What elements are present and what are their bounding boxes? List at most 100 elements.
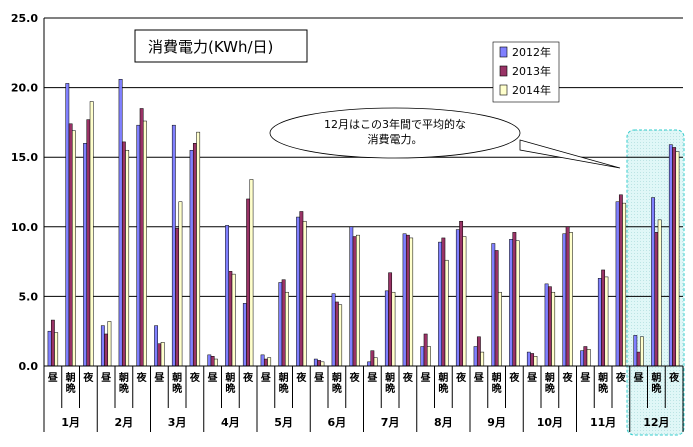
y-tick-label: 25.0 xyxy=(11,12,38,25)
period-label: 晩 xyxy=(225,382,235,395)
bar-2014年-1 xyxy=(72,130,76,367)
bar-2013年-26 xyxy=(512,232,517,367)
bar-2013年-12 xyxy=(263,358,268,367)
bar-2012年-15 xyxy=(313,358,318,367)
bar-2014年-23 xyxy=(462,236,467,367)
bar-2014年-13 xyxy=(285,291,289,367)
bar-2013年-30 xyxy=(583,346,588,367)
period-label: 夜 xyxy=(242,371,254,384)
period-label: 晩 xyxy=(332,382,342,395)
period-label: 昼 xyxy=(474,372,484,384)
bar-2012年-24 xyxy=(473,346,478,367)
bar-2013年-21 xyxy=(423,333,428,367)
month-label: 9月 xyxy=(487,416,506,429)
bar-2014年-3 xyxy=(107,321,112,367)
month-label: 7月 xyxy=(381,416,400,429)
bar-2013年-11 xyxy=(246,198,251,367)
bar-2014年-8 xyxy=(196,131,201,367)
bar-2012年-16 xyxy=(331,293,336,367)
period-label: 夜 xyxy=(189,371,201,384)
period-label: 夜 xyxy=(349,371,361,384)
bar-2012年-11 xyxy=(242,303,247,367)
month-label: 6月 xyxy=(328,416,347,429)
bar-2012年-27 xyxy=(526,351,531,367)
bar-2012年-0 xyxy=(47,330,52,367)
bar-2014年-7 xyxy=(178,201,183,367)
bar-2012年-10 xyxy=(225,225,229,367)
bar-2014年-24 xyxy=(480,351,485,367)
bar-2012年-9 xyxy=(207,354,212,367)
y-tick-label: 20.0 xyxy=(11,82,38,95)
legend-label-2012: 2012年 xyxy=(512,45,551,59)
period-label: 昼 xyxy=(154,372,164,384)
bar-2013年-24 xyxy=(476,336,481,367)
bar-2012年-22 xyxy=(438,241,442,367)
bar-2013年-17 xyxy=(352,236,357,367)
period-label: 昼 xyxy=(208,372,218,384)
y-tick-label: 0.0 xyxy=(19,360,39,373)
y-tick-label: 5.0 xyxy=(19,290,39,303)
period-label: 昼 xyxy=(101,372,111,384)
month-label: 10月 xyxy=(537,416,563,429)
legend-label-2014: 2014年 xyxy=(512,83,551,97)
bar-2012年-25 xyxy=(491,243,496,367)
bar-2013年-4 xyxy=(121,141,126,367)
period-label: 晩 xyxy=(598,382,608,395)
period-label: 朝 xyxy=(545,371,555,384)
bar-2013年-18 xyxy=(370,350,375,367)
bar-2014年-29 xyxy=(569,232,573,367)
bar-2012年-8 xyxy=(189,149,194,367)
bar-2012年-14 xyxy=(296,216,300,367)
bar-2013年-33 xyxy=(636,351,641,367)
period-label: 晩 xyxy=(492,382,502,395)
period-label: 夜 xyxy=(402,371,414,384)
period-label: 朝 xyxy=(492,371,502,384)
bar-2013年-0 xyxy=(50,319,55,367)
bar-2012年-3 xyxy=(100,325,105,367)
period-label: 昼 xyxy=(634,372,644,384)
bar-2014年-25 xyxy=(498,291,502,367)
bar-2014年-33 xyxy=(640,336,644,367)
bar-2012年-19 xyxy=(384,290,389,367)
legend-swatch-2013 xyxy=(499,65,508,77)
month-label: 12月 xyxy=(643,416,669,429)
bar-2014年-27 xyxy=(533,356,538,367)
bar-2014年-10 xyxy=(231,273,236,367)
period-label: 晩 xyxy=(651,382,661,395)
month-label: 3月 xyxy=(168,416,187,429)
annotation-callout: 12月はこの3年間で平均的な 消費電力。 xyxy=(269,107,621,169)
period-label: 朝 xyxy=(279,371,289,384)
bar-2013年-1 xyxy=(68,123,73,367)
legend-swatch-2012 xyxy=(499,46,508,58)
period-label: 昼 xyxy=(421,372,431,384)
bar-2013年-20 xyxy=(405,234,410,367)
period-label: 晩 xyxy=(279,382,289,395)
bar-2014年-34 xyxy=(657,219,662,367)
bar-2014年-26 xyxy=(515,240,520,367)
bar-2012年-29 xyxy=(562,233,567,367)
title-box xyxy=(134,29,308,63)
bar-2012年-7 xyxy=(171,124,176,367)
y-tick-label: 15.0 xyxy=(11,151,38,164)
period-label: 昼 xyxy=(314,372,324,384)
bar-2013年-32 xyxy=(618,194,623,367)
bar-2013年-35 xyxy=(672,147,677,367)
bar-2013年-25 xyxy=(494,250,499,367)
period-label: 朝 xyxy=(332,371,342,384)
bar-2013年-16 xyxy=(334,301,339,367)
annotation-line-1: 12月はこの3年間で平均的な xyxy=(324,117,466,131)
month-label: 5月 xyxy=(274,416,293,429)
bar-2012年-34 xyxy=(651,197,655,367)
bar-2012年-26 xyxy=(509,239,513,367)
bar-2013年-3 xyxy=(104,333,109,367)
bar-2014年-6 xyxy=(160,342,165,367)
callout-pointer xyxy=(519,139,621,169)
bar-2012年-6 xyxy=(154,325,158,367)
period-label: 朝 xyxy=(385,371,395,384)
period-label: 夜 xyxy=(455,371,467,384)
bar-2013年-10 xyxy=(228,271,233,367)
period-label: 夜 xyxy=(295,371,307,384)
bar-2012年-23 xyxy=(455,229,460,367)
period-label: 晩 xyxy=(66,382,76,395)
